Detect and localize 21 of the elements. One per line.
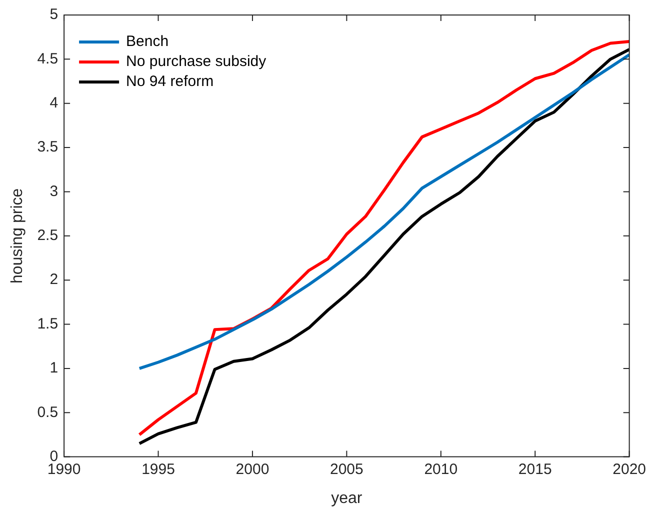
y-axis-title: housing price (9, 188, 26, 284)
x-tick-label: 2000 (236, 460, 270, 478)
y-tick-label: 1 (50, 360, 58, 377)
y-tick-label: 3 (50, 182, 58, 200)
legend-label: Bench (126, 33, 169, 50)
x-axis-title: year (331, 490, 363, 507)
y-tick-label: 0.5 (37, 404, 58, 421)
y-tick-label: 4.5 (37, 50, 58, 68)
y-tick-label: 4 (50, 94, 58, 112)
y-tick-label: 1.5 (37, 315, 58, 332)
y-tick-label: 2.5 (37, 227, 58, 244)
legend-label: No purchase subsidy (126, 53, 267, 70)
x-tick-label: 2010 (424, 460, 458, 478)
legend-label: No 94 reform (126, 73, 214, 90)
x-tick-label: 2020 (612, 460, 646, 478)
y-tick-label: 5 (50, 6, 58, 24)
y-tick-label: 2 (50, 271, 58, 288)
x-tick-label: 2005 (330, 460, 364, 478)
x-tick-label: 2015 (518, 460, 552, 478)
x-tick-label: 1995 (142, 460, 175, 478)
y-tick-label: 3.5 (37, 138, 58, 156)
